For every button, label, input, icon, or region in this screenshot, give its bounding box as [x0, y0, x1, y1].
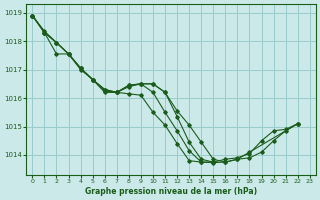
X-axis label: Graphe pression niveau de la mer (hPa): Graphe pression niveau de la mer (hPa)	[85, 187, 257, 196]
